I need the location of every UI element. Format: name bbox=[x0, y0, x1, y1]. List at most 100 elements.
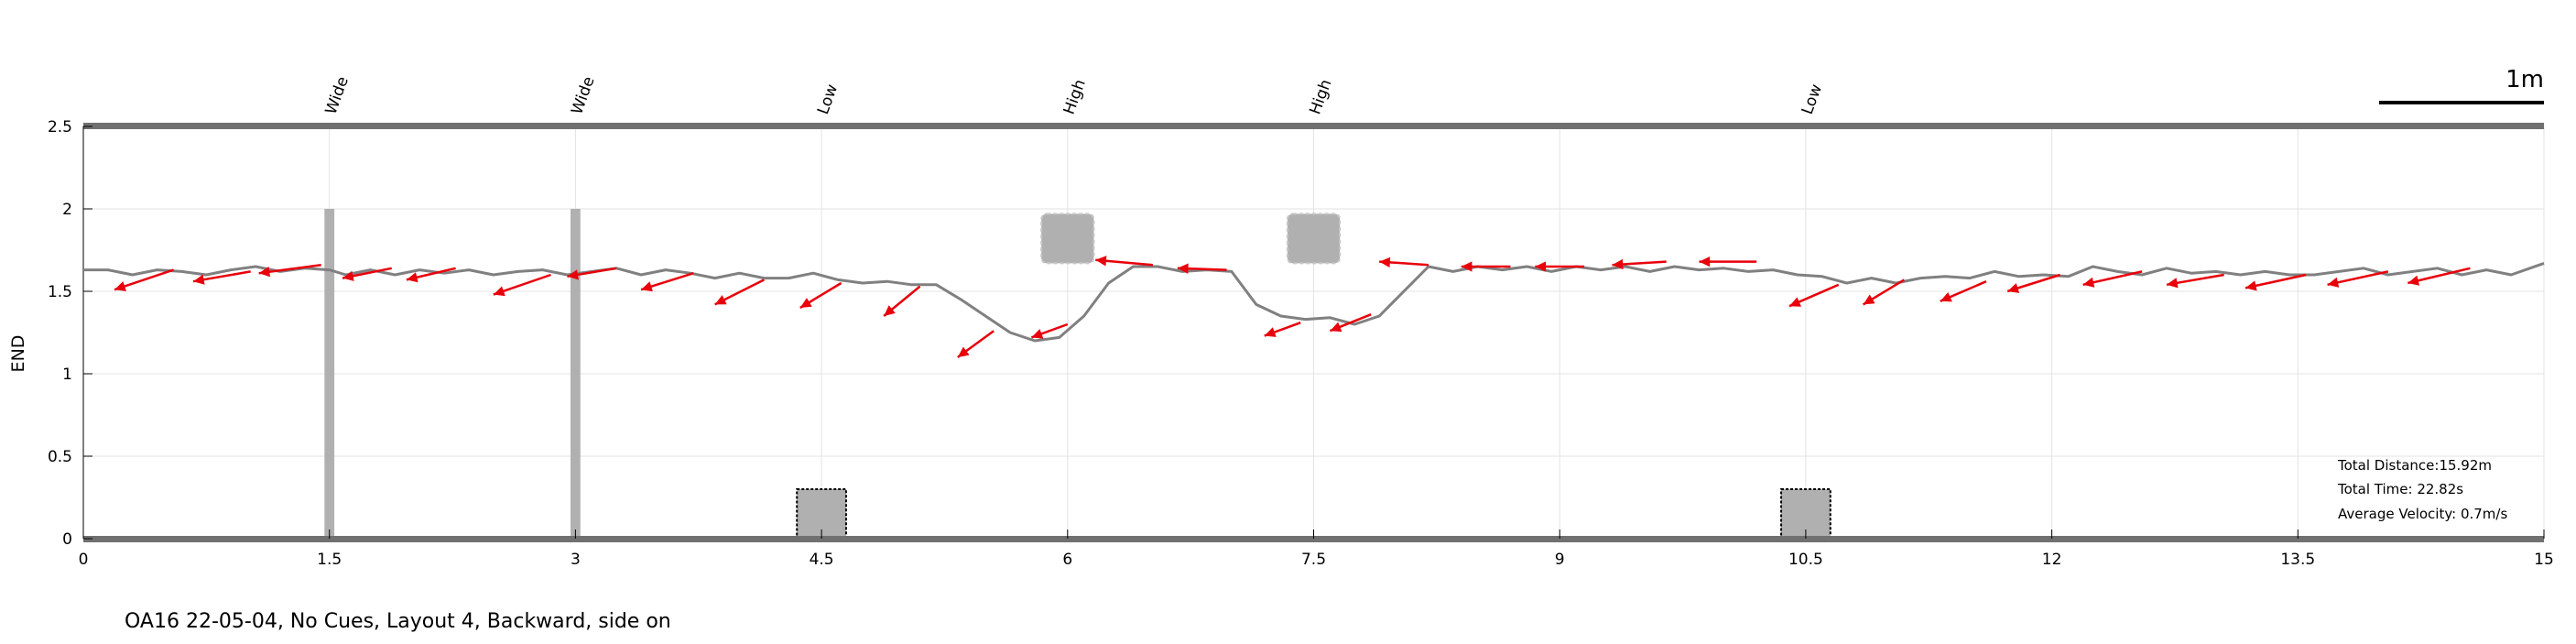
velocity-arrow bbox=[1030, 322, 1069, 339]
velocity-arrow bbox=[2166, 273, 2224, 289]
arrow-head bbox=[641, 281, 653, 292]
velocity-arrow bbox=[1788, 283, 1840, 308]
arrow-head bbox=[193, 274, 205, 285]
arrow-head bbox=[1461, 261, 1473, 272]
arrow-head bbox=[1940, 291, 1952, 302]
x-tick-label: 3 bbox=[571, 551, 581, 569]
velocity-arrow bbox=[1177, 263, 1227, 274]
y-tick-label: 1.5 bbox=[48, 283, 72, 301]
velocity-arrow bbox=[192, 270, 251, 285]
trajectory-line bbox=[83, 261, 2545, 343]
velocity-arrow bbox=[883, 285, 921, 317]
arrow-head bbox=[2007, 283, 2020, 293]
obstacle-label: Low bbox=[1799, 82, 1826, 116]
x-tick-label: 6 bbox=[1062, 551, 1072, 569]
arrow-head bbox=[2082, 277, 2095, 288]
axes-frame bbox=[82, 123, 2545, 542]
velocity-arrow bbox=[1095, 256, 1154, 267]
arrow-head bbox=[799, 298, 812, 308]
axis-top-bar bbox=[83, 123, 2544, 129]
velocity-arrow bbox=[114, 268, 174, 291]
arrow-head bbox=[567, 269, 579, 280]
x-tick-label: 13.5 bbox=[2280, 551, 2315, 569]
arrow-head bbox=[2408, 275, 2420, 286]
velocity-arrow bbox=[406, 267, 456, 283]
velocity-arrow bbox=[2327, 270, 2389, 288]
obstacle-label: Wide bbox=[322, 74, 353, 117]
arrow-head bbox=[1095, 256, 1107, 267]
velocity-arrow bbox=[493, 273, 551, 297]
velocity-arrow bbox=[2082, 270, 2143, 288]
trajectory-line-group bbox=[83, 261, 2545, 343]
arrow-head bbox=[2244, 280, 2257, 291]
velocity-arrow bbox=[1862, 278, 1906, 306]
x-tick-label: 0 bbox=[79, 551, 89, 569]
velocity-arrow bbox=[258, 263, 321, 278]
x-tick-label: 4.5 bbox=[810, 551, 834, 569]
obstacle-label: Low bbox=[814, 82, 842, 116]
obstacle-label: High bbox=[1060, 77, 1090, 117]
x-tick-label: 10.5 bbox=[1788, 551, 1823, 569]
obstacles bbox=[324, 209, 1831, 540]
obstacle-wide bbox=[571, 209, 581, 539]
velocity-arrow bbox=[714, 278, 765, 306]
y-tick-label: 2.5 bbox=[48, 118, 72, 136]
scale-bar: 1m bbox=[2379, 66, 2544, 104]
velocity-arrow bbox=[957, 330, 995, 359]
arrow-head bbox=[884, 305, 896, 316]
grid-lines bbox=[82, 126, 2545, 540]
arrow-head bbox=[1264, 327, 1277, 337]
arrow-head bbox=[1535, 261, 1547, 272]
arrow-head bbox=[342, 270, 354, 281]
velocity-arrow bbox=[799, 281, 842, 310]
arrow-head bbox=[493, 286, 505, 297]
arrow-head bbox=[1330, 322, 1342, 333]
velocity-arrow bbox=[640, 272, 694, 292]
velocity-arrow bbox=[2408, 267, 2471, 286]
obstacle-high bbox=[1286, 213, 1342, 265]
obstacle-wide bbox=[324, 209, 335, 539]
velocity-arrow bbox=[2244, 273, 2307, 291]
velocity-arrow bbox=[567, 267, 617, 280]
arrow-head bbox=[1788, 297, 1801, 307]
velocity-arrow bbox=[1264, 322, 1301, 337]
figure-caption: OA16 22-05-04, No Cues, Layout 4, Backwa… bbox=[125, 610, 671, 633]
obstacle-label: Wide bbox=[568, 74, 598, 117]
velocity-arrow bbox=[2006, 273, 2060, 293]
stats-box: Total Distance:15.92m Total Time: 22.82s… bbox=[2337, 457, 2507, 522]
obstacle-high bbox=[1040, 213, 1095, 265]
x-tick-label: 15 bbox=[2534, 551, 2554, 569]
stat-total-distance: Total Distance:15.92m bbox=[2337, 457, 2492, 474]
velocity-arrow bbox=[1699, 256, 1757, 267]
velocity-arrow bbox=[1612, 258, 1667, 270]
velocity-arrow bbox=[1535, 261, 1585, 272]
arrow-head bbox=[2327, 277, 2340, 288]
arrow-head bbox=[714, 295, 727, 305]
arrow-head bbox=[1699, 256, 1711, 267]
arrow-head bbox=[114, 281, 126, 291]
y-tick-label: 2 bbox=[62, 201, 72, 219]
arrow-head bbox=[258, 267, 271, 278]
velocity-arrow bbox=[1329, 313, 1372, 333]
tick-labels: 0 1.5 3 4.5 6 7.5 9 10.5 12 13.5 15 0 0.5 1 1.5 2 2.5 bbox=[48, 118, 2554, 569]
arrow-head bbox=[2166, 278, 2179, 289]
velocity-arrows bbox=[114, 256, 2471, 359]
arrow-head bbox=[1177, 263, 1189, 274]
arrow-head bbox=[957, 346, 970, 357]
arrow-head bbox=[1612, 258, 1624, 270]
arrow-head bbox=[406, 272, 418, 283]
velocity-arrow bbox=[1379, 257, 1429, 268]
stat-average-velocity: Average Velocity: 0.7m/s bbox=[2338, 506, 2507, 522]
arrow-head bbox=[1379, 257, 1391, 268]
scale-bar-label: 1m bbox=[2505, 66, 2544, 93]
stat-total-time: Total Time: 22.82s bbox=[2337, 481, 2463, 497]
obstacle-label: High bbox=[1306, 77, 1335, 117]
obstacle-labels: Wide Wide Low High High Low bbox=[322, 74, 1826, 117]
velocity-arrow bbox=[1940, 280, 1987, 302]
y-tick-label: 0.5 bbox=[48, 448, 72, 466]
velocity-arrow bbox=[342, 267, 393, 281]
arrow-head bbox=[1863, 294, 1875, 305]
y-tick-label: 0 bbox=[62, 530, 72, 549]
x-tick-label: 12 bbox=[2042, 551, 2062, 569]
